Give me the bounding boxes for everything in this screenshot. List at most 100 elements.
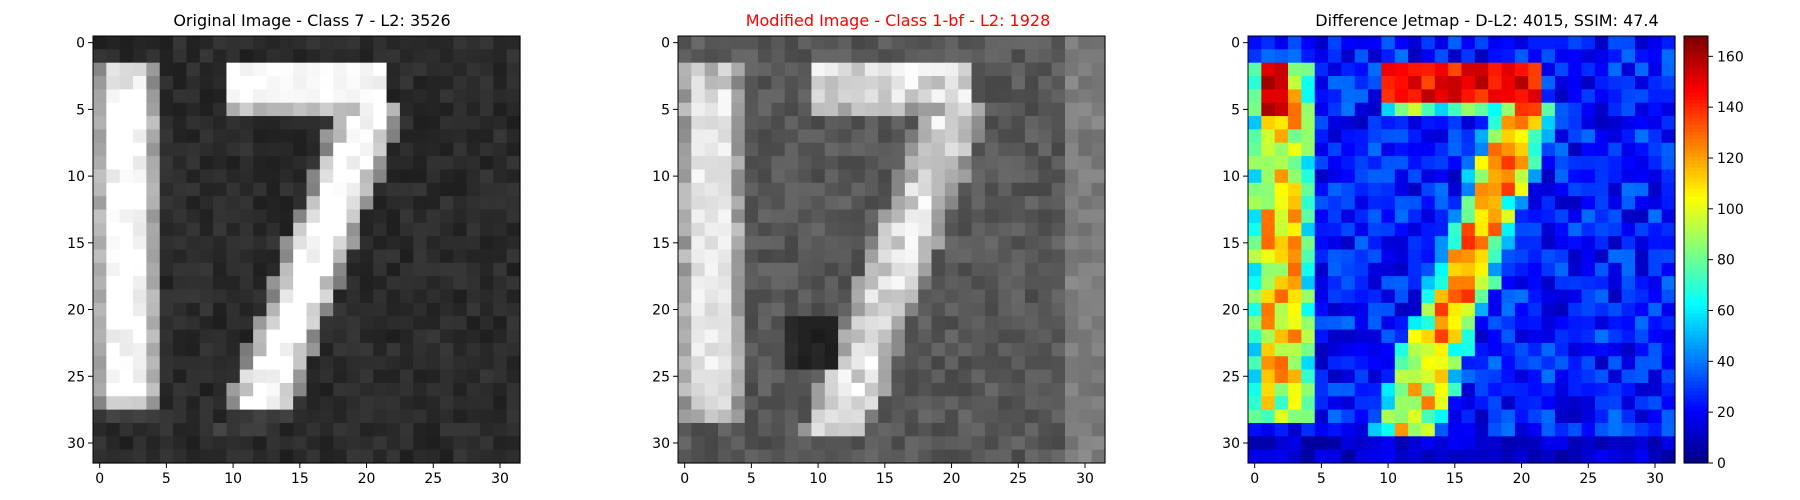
heatmap-cell <box>439 156 454 171</box>
heatmap-cell <box>1368 62 1383 77</box>
heatmap-cell <box>1661 449 1676 464</box>
heatmap-cell <box>106 356 121 371</box>
heatmap-cell <box>731 382 746 397</box>
heatmap-cell <box>758 422 772 437</box>
heatmap-cell <box>864 356 879 371</box>
heatmap-cell <box>293 302 308 317</box>
heatmap-cell <box>1621 182 1636 197</box>
heatmap-cell <box>266 289 281 304</box>
heatmap-cell <box>1448 236 1463 251</box>
heatmap-cell <box>213 342 228 357</box>
heatmap-cell <box>1051 222 1066 237</box>
heatmap-cell <box>1608 209 1623 224</box>
heatmap-cell <box>958 329 973 344</box>
heatmap-cell <box>439 76 454 90</box>
heatmap-cell <box>1594 356 1609 371</box>
heatmap-cell <box>453 89 468 104</box>
heatmap-cell <box>1301 236 1316 251</box>
heatmap-cell <box>399 236 414 251</box>
heatmap-cell <box>984 422 999 437</box>
heatmap-cell <box>678 182 692 197</box>
heatmap-cell <box>493 142 508 157</box>
heatmap-cell <box>186 222 201 237</box>
heatmap-cell <box>704 209 719 224</box>
heatmap-cell <box>226 329 241 344</box>
heatmap-cell <box>811 209 826 224</box>
colorbar-segment <box>1684 139 1708 144</box>
heatmap-cell <box>1474 116 1489 130</box>
heatmap-cell <box>958 142 973 157</box>
heatmap-cell <box>1288 436 1302 451</box>
heatmap-cell <box>333 36 348 50</box>
heatmap-cell <box>1581 262 1596 277</box>
heatmap-cell <box>159 156 174 171</box>
heatmap-cell <box>1051 129 1066 144</box>
heatmap-cell <box>439 196 454 211</box>
heatmap-cell <box>1461 369 1476 384</box>
heatmap-cell <box>1248 276 1262 291</box>
heatmap-cell <box>1381 169 1396 184</box>
heatmap-cell <box>904 396 919 411</box>
heatmap-cell <box>1394 49 1409 64</box>
heatmap-cell <box>1608 382 1623 397</box>
colorbar-segment <box>1684 68 1708 73</box>
heatmap-cell <box>119 49 134 64</box>
heatmap-cell <box>479 62 494 77</box>
heatmap-cell <box>704 142 719 157</box>
heatmap-cell <box>891 89 906 104</box>
heatmap-cell <box>133 76 147 90</box>
heatmap-cell <box>319 116 334 130</box>
heatmap-cell <box>1421 316 1436 331</box>
heatmap-cell <box>811 436 826 451</box>
heatmap-cell <box>878 356 893 371</box>
heatmap-cell <box>1381 89 1396 104</box>
heatmap-cell <box>744 49 759 64</box>
heatmap-cell <box>1514 156 1529 171</box>
heatmap-cell <box>1488 102 1503 117</box>
heatmap-cell <box>1461 356 1476 371</box>
heatmap-cell <box>173 409 187 424</box>
heatmap-cell <box>333 102 348 117</box>
heatmap-cell <box>413 36 428 50</box>
heatmap-cell <box>1661 342 1676 357</box>
heatmap-cell <box>466 36 481 50</box>
heatmap-cell <box>1301 342 1316 357</box>
heatmap-cell <box>1261 89 1276 104</box>
heatmap-cell <box>199 196 214 211</box>
heatmap-cell <box>704 356 719 371</box>
heatmap-cell <box>173 89 187 104</box>
heatmap-cell <box>173 142 187 157</box>
heatmap-cell <box>373 76 388 90</box>
heatmap-cell <box>239 116 254 130</box>
heatmap-cell <box>1038 102 1053 117</box>
heatmap-cell <box>744 156 759 171</box>
heatmap-cell <box>1488 49 1503 64</box>
heatmap-cell <box>1434 169 1449 184</box>
heatmap-cell <box>731 369 746 384</box>
heatmap-cell <box>1501 142 1516 157</box>
colorbar-segment <box>1684 295 1708 300</box>
heatmap-cell <box>146 62 161 77</box>
heatmap-cell <box>213 302 228 317</box>
heatmap-cell <box>691 409 706 424</box>
colorbar-segment <box>1684 75 1708 80</box>
heatmap-cell <box>346 209 361 224</box>
heatmap-cell <box>226 369 241 384</box>
heatmap-cell <box>1554 236 1569 251</box>
heatmap-cell <box>1434 89 1449 104</box>
heatmap-cell <box>359 182 374 197</box>
heatmap-cell <box>239 369 254 384</box>
heatmap-cell <box>199 262 214 277</box>
heatmap-cell <box>119 396 134 411</box>
heatmap-cell <box>718 116 732 130</box>
heatmap-cell <box>984 142 999 157</box>
heatmap-cell <box>453 236 468 251</box>
heatmap-cell <box>293 356 308 371</box>
heatmap-cell <box>1248 76 1262 90</box>
heatmap-cell <box>718 302 732 317</box>
colorbar-segment <box>1684 370 1708 375</box>
heatmap-cell <box>1568 36 1583 50</box>
heatmap-cell <box>1011 49 1026 64</box>
heatmap-cell <box>386 196 401 211</box>
heatmap-cell <box>864 289 879 304</box>
